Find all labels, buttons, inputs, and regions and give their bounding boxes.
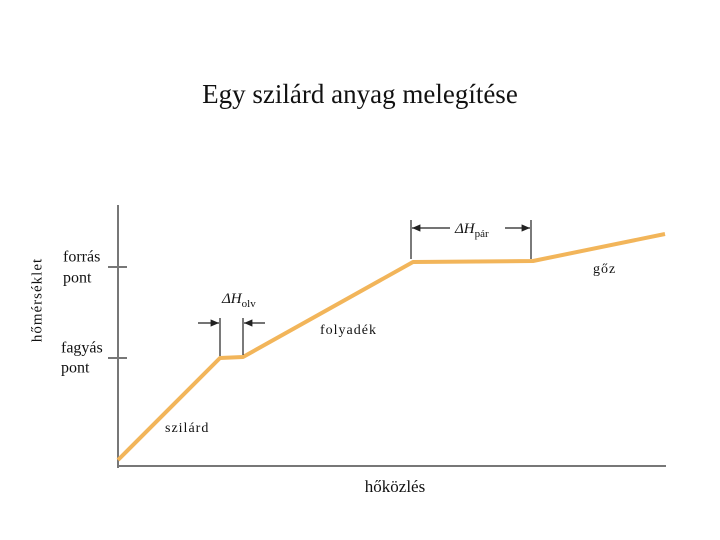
level-label: pont xyxy=(61,360,90,377)
level-label: forrás xyxy=(63,249,100,266)
heating-curve xyxy=(116,232,666,462)
subscript: olv xyxy=(242,298,257,310)
level-label: fagyás xyxy=(61,340,103,357)
x-axis-label: hőközlés xyxy=(365,477,425,496)
vaporization-label: ΔHpár xyxy=(454,221,489,240)
level-label: pont xyxy=(63,270,92,287)
subscript: pár xyxy=(475,228,489,240)
melting-label: ΔHolv xyxy=(221,291,256,310)
y-axis-label: hőmérséklet xyxy=(29,258,45,342)
phase-label: szilárd xyxy=(165,421,209,436)
phase-label: gőz xyxy=(593,262,616,277)
title: Egy szilárd anyag melegítése xyxy=(202,79,518,109)
symbol: ΔH xyxy=(221,291,243,307)
symbol: ΔH xyxy=(454,221,476,237)
phase-label: folyadék xyxy=(320,323,377,338)
